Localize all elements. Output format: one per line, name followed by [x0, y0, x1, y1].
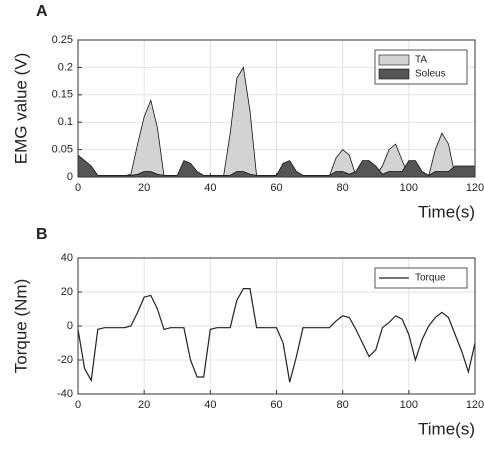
x-tick-label: 20 [138, 182, 150, 194]
y-tick-label: 0.2 [58, 61, 73, 73]
x-tick-label: 20 [138, 399, 150, 411]
y-tick-label: -20 [57, 354, 73, 366]
y-axis-label: EMG value (V) [11, 53, 30, 164]
y-tick-label: 0.25 [52, 34, 73, 46]
legend-swatch [378, 68, 410, 80]
legend-swatch [378, 54, 410, 66]
legend-label: Torque [415, 273, 446, 284]
y-tick-label: 0 [67, 171, 73, 183]
x-tick-label: 40 [204, 399, 216, 411]
x-tick-label: 60 [270, 399, 282, 411]
x-axis-label: Time(s) [418, 202, 475, 221]
plot-frame [77, 39, 476, 178]
x-tick-label: 40 [204, 182, 216, 194]
area [77, 154, 476, 178]
x-tick-label: 100 [400, 182, 418, 194]
x-tick-label: 80 [337, 399, 349, 411]
panel-label: B [36, 226, 48, 243]
y-tick-label: 0 [67, 320, 73, 332]
x-tick-label: 120 [466, 182, 484, 194]
panel-label: A [36, 3, 48, 20]
line [77, 288, 476, 383]
x-tick-label: 80 [337, 182, 349, 194]
x-tick-label: 0 [75, 399, 81, 411]
x-axis-label: Time(s) [418, 419, 475, 438]
x-tick-label: 60 [270, 182, 282, 194]
x-tick-label: 0 [75, 182, 81, 194]
y-tick-label: 0.1 [58, 116, 73, 128]
y-tick-label: -40 [57, 388, 73, 400]
x-tick-label: 120 [466, 399, 484, 411]
y-axis-label: Torque (Nm) [11, 279, 30, 373]
y-tick-label: 40 [61, 252, 73, 264]
y-tick-label: 0.05 [52, 144, 73, 156]
plot-frame [77, 257, 476, 395]
y-tick-label: 0.15 [52, 89, 73, 101]
legend-box [374, 267, 468, 289]
y-tick-label: 20 [61, 286, 73, 298]
x-tick-label: 100 [400, 399, 418, 411]
legend-label: TA [415, 55, 427, 66]
legend-label: Soleus [415, 69, 446, 80]
